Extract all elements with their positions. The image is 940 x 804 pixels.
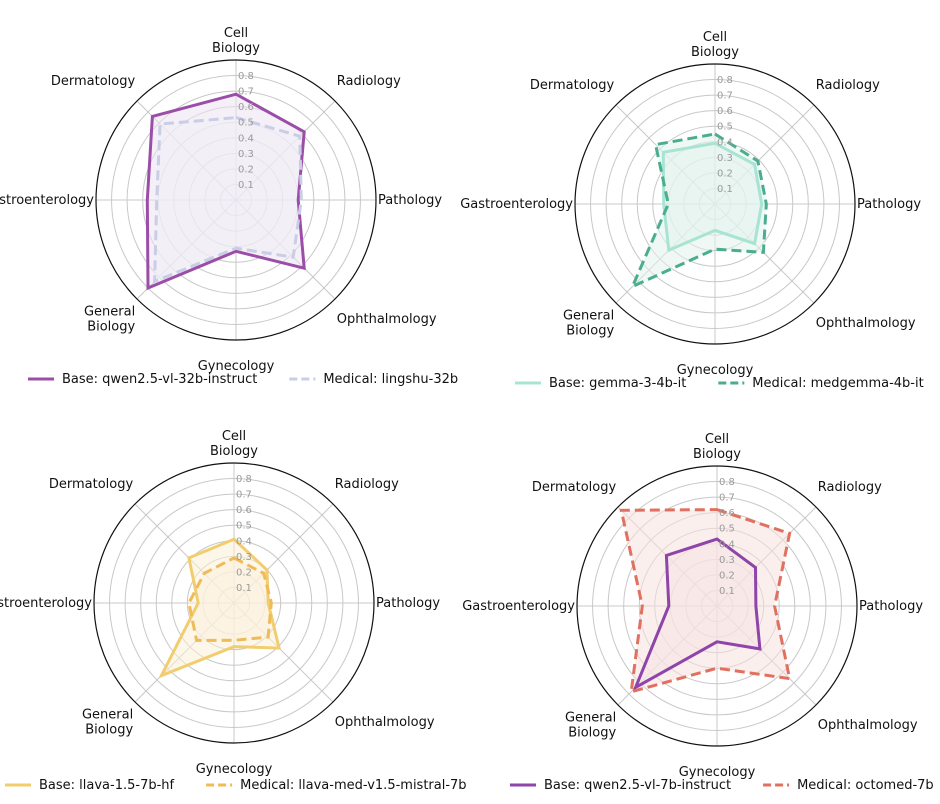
tick-label: 0.7 xyxy=(236,490,252,501)
legend-label: Medical: octomed-7b xyxy=(797,778,934,793)
axis-label: Pathology xyxy=(378,193,442,208)
axis-label: General Biology xyxy=(563,308,615,338)
tick-label: 0.5 xyxy=(236,521,252,532)
outer-frame xyxy=(576,465,858,747)
series-line-1 xyxy=(661,141,764,253)
tick-label: 0.8 xyxy=(719,477,735,488)
radar-chart-2: 0.1 0.2 0.3 0.4 0.5 0.6 0.7 0.8 Cell Biology Radio… xyxy=(460,30,923,391)
tick-label: 0.1 xyxy=(238,180,254,191)
tick-label: 0.8 xyxy=(238,71,254,82)
radar-chart-3: 0.1 0.2 0.3 0.4 0.5 0.6 0.7 0.8 Cell Biology Radio… xyxy=(0,429,467,793)
legend-label: Medical: lingshu-32b xyxy=(323,372,458,387)
axis-label: Pathology xyxy=(857,197,921,212)
axis-label: Gastroenterology xyxy=(0,193,94,208)
tick-label: 0.2 xyxy=(236,567,252,578)
tick-label: 0.6 xyxy=(719,508,735,519)
series-line-1 xyxy=(158,537,282,679)
tick-label: 0.4 xyxy=(236,536,252,547)
axis-label: Ophthalmology xyxy=(818,718,918,733)
tick-label: 0.4 xyxy=(717,137,733,148)
series-line-2 xyxy=(153,116,303,284)
axis-label: Gynecology xyxy=(196,762,273,777)
axis-label: Radiology xyxy=(818,480,882,495)
tick-label: 0.2 xyxy=(238,164,254,175)
axis-label: Cell Biology xyxy=(693,432,741,462)
axis-label: Pathology xyxy=(376,596,440,611)
tick-label: 0.6 xyxy=(238,102,254,113)
legend: Base: qwen2.5-vl-7b-instruct Medical: oct… xyxy=(510,778,934,793)
axis-label: Dermatology xyxy=(530,78,615,93)
tick-label: 0.1 xyxy=(236,583,252,594)
axis-label: General Biology xyxy=(565,710,617,740)
tick-label: 0.4 xyxy=(238,133,254,144)
series-fill-2 xyxy=(632,134,767,287)
legend-label: Base: qwen2.5-vl-32b-instruct xyxy=(62,372,257,387)
legend-label: Base: gemma-3-4b-it xyxy=(549,376,686,391)
axis-label: Dermatology xyxy=(49,477,134,492)
axis-label: General Biology xyxy=(84,304,136,334)
legend: Base: llava-1.5-7b-hf Medical: llava-med-… xyxy=(5,778,467,793)
legend-label: Medical: medgemma-4b-it xyxy=(752,376,923,391)
axis-label: Gastroenterology xyxy=(462,599,575,614)
series-line-1 xyxy=(145,92,306,291)
axis-label: General Biology xyxy=(82,707,134,737)
tick-label: 0.5 xyxy=(717,122,733,133)
axis-label: Dermatology xyxy=(51,74,136,89)
outer-frame xyxy=(93,462,375,744)
axis-label: Radiology xyxy=(337,74,401,89)
outer-frame xyxy=(574,63,856,345)
tick-label: 0.1 xyxy=(717,184,733,195)
axis-label: Radiology xyxy=(335,477,399,492)
series-line-2 xyxy=(629,132,768,290)
legend-label: Base: llava-1.5-7b-hf xyxy=(39,778,175,793)
legend: Base: gemma-3-4b-it Medical: medgemma-4b-… xyxy=(515,376,924,391)
tick-label: 0.2 xyxy=(719,570,735,581)
legend-label: Base: qwen2.5-vl-7b-instruct xyxy=(544,778,731,793)
legend-label: Medical: llava-med-v1.5-mistral-7b xyxy=(240,778,466,793)
radar-chart-4: 0.1 0.2 0.3 0.4 0.5 0.6 0.7 0.8 Cell Biology Radio… xyxy=(462,432,933,793)
legend: Base: qwen2.5-vl-32b-instruct Medical: li… xyxy=(28,372,458,387)
axis-label: Cell Biology xyxy=(210,429,258,459)
axis-label: Cell Biology xyxy=(691,30,739,60)
axis-label: Gynecology xyxy=(679,765,756,780)
tick-label: 0.4 xyxy=(719,539,735,550)
tick-label: 0.3 xyxy=(236,552,252,563)
tick-label: 0.5 xyxy=(238,118,254,129)
tick-label: 0.6 xyxy=(717,106,733,117)
axis-label: Radiology xyxy=(816,78,880,93)
axis-label: Ophthalmology xyxy=(335,715,435,730)
tick-label: 0.7 xyxy=(238,87,254,98)
tick-label: 0.7 xyxy=(717,91,733,102)
axis-label: Gynecology xyxy=(198,359,275,374)
tick-label: 0.2 xyxy=(717,168,733,179)
tick-label: 0.1 xyxy=(719,586,735,597)
radar-chart-1: 0.1 0.2 0.3 0.4 0.5 0.6 0.7 0.8 Cell Biology Radio… xyxy=(0,26,458,387)
axis-label: Ophthalmology xyxy=(337,312,437,327)
series-line-1 xyxy=(632,537,762,691)
outer-frame xyxy=(95,59,377,341)
tick-label: 0.3 xyxy=(717,153,733,164)
axis-label: Gastroenterology xyxy=(460,197,573,212)
series-fill-2 xyxy=(154,117,302,282)
tick-label: 0.5 xyxy=(719,524,735,535)
tick-label: 0.7 xyxy=(719,493,735,504)
axis-label: Gastroenterology xyxy=(0,596,92,611)
axis-label: Gynecology xyxy=(677,363,754,378)
tick-label: 0.8 xyxy=(717,75,733,86)
series-fill-2 xyxy=(188,557,272,641)
series-line-2 xyxy=(187,556,273,642)
tick-label: 0.3 xyxy=(719,555,735,566)
tick-label: 0.3 xyxy=(238,149,254,160)
tick-label: 0.8 xyxy=(236,474,252,485)
tick-label: 0.6 xyxy=(236,505,252,516)
axis-label: Ophthalmology xyxy=(816,316,916,331)
axis-label: Cell Biology xyxy=(212,26,260,56)
axis-label: Pathology xyxy=(859,599,923,614)
axis-label: Dermatology xyxy=(532,480,617,495)
